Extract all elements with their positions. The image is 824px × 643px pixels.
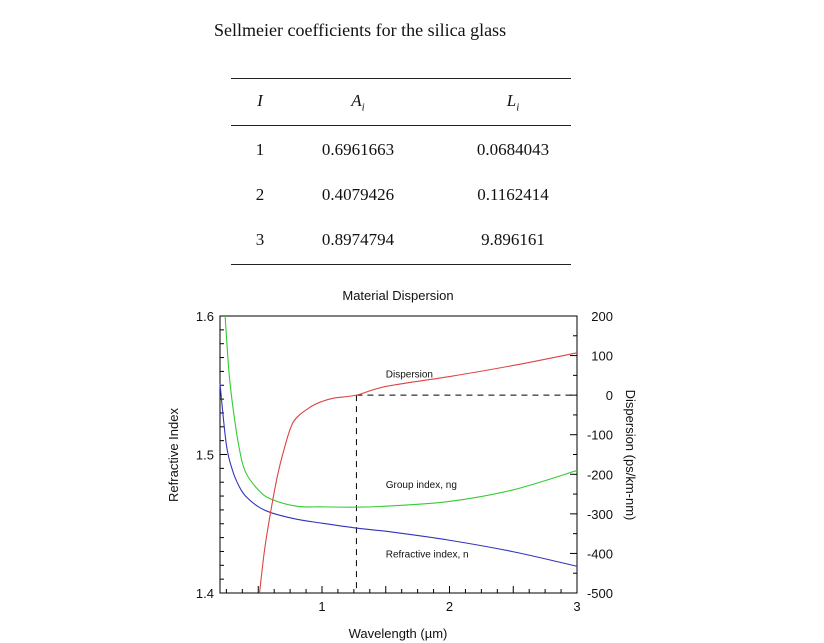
table-cell: 0.6961663 — [321, 140, 395, 159]
x-tick-label: 1 — [318, 599, 325, 614]
y-tick-label: 1.5 — [196, 448, 214, 463]
series-annotation: Refractive index, n — [386, 549, 469, 560]
table-cell: 9.896161 — [481, 230, 545, 249]
y2-tick-label: 100 — [591, 349, 613, 364]
y-axis-label: Refractive Index — [166, 408, 181, 502]
table-cell: 0.8974794 — [321, 230, 395, 249]
y2-tick-label: -200 — [587, 467, 613, 482]
chart-title: Material Dispersion — [342, 288, 453, 303]
header-l: Li — [506, 91, 520, 114]
table-cell: 3 — [255, 230, 265, 249]
series-line-refractive-index — [219, 383, 578, 567]
y2-tick-label: -100 — [587, 428, 613, 443]
table-title: Sellmeier coefficients for the silica gl… — [214, 20, 507, 40]
series-line-group-index — [224, 315, 578, 508]
y2-axis-label: Dispersion (ps/km-nm) — [623, 390, 638, 521]
series-annotation: Dispersion — [386, 369, 433, 380]
x-axis-label: Wavelength (µm) — [349, 626, 448, 641]
y-tick-label: 1.6 — [196, 309, 214, 324]
header-i: I — [257, 91, 263, 110]
y2-tick-label: -400 — [587, 546, 613, 561]
y-tick-label: 1.4 — [196, 586, 214, 601]
table-cell: 0.4079426 — [321, 185, 395, 204]
header-a: Ai — [351, 91, 365, 114]
series-line-dispersion — [258, 352, 578, 594]
series-annotation: Group index, ng — [386, 480, 457, 491]
y2-tick-label: 0 — [606, 388, 613, 403]
x-tick-label: 3 — [573, 599, 580, 614]
y2-tick-label: 200 — [591, 309, 613, 324]
table-cell: 0.0684043 — [476, 140, 550, 159]
table-cell: 2 — [255, 185, 265, 204]
x-tick-label: 2 — [446, 599, 453, 614]
table-header-rule — [231, 125, 571, 126]
y2-tick-label: -500 — [587, 586, 613, 601]
table-top-rule — [231, 78, 571, 79]
table-cell: 0.1162414 — [477, 185, 549, 204]
y2-tick-label: -300 — [587, 507, 613, 522]
table-cell: 1 — [255, 140, 265, 159]
table-bottom-rule — [231, 264, 571, 265]
